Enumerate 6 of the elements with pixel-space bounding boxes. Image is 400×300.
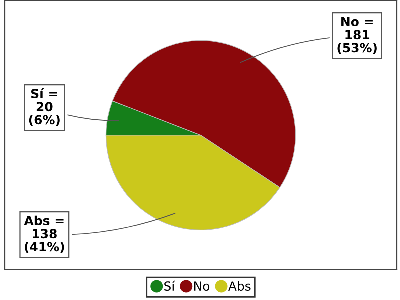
- legend-label: Abs: [228, 281, 251, 292]
- legend-label: No: [194, 282, 210, 292]
- data-label: Abs = 138 (41%): [24, 216, 64, 254]
- data-label: Sí = 20 (6%): [29, 88, 60, 126]
- data-label: No = 181 (53%): [338, 17, 377, 54]
- legend-label: Sí: [164, 280, 176, 292]
